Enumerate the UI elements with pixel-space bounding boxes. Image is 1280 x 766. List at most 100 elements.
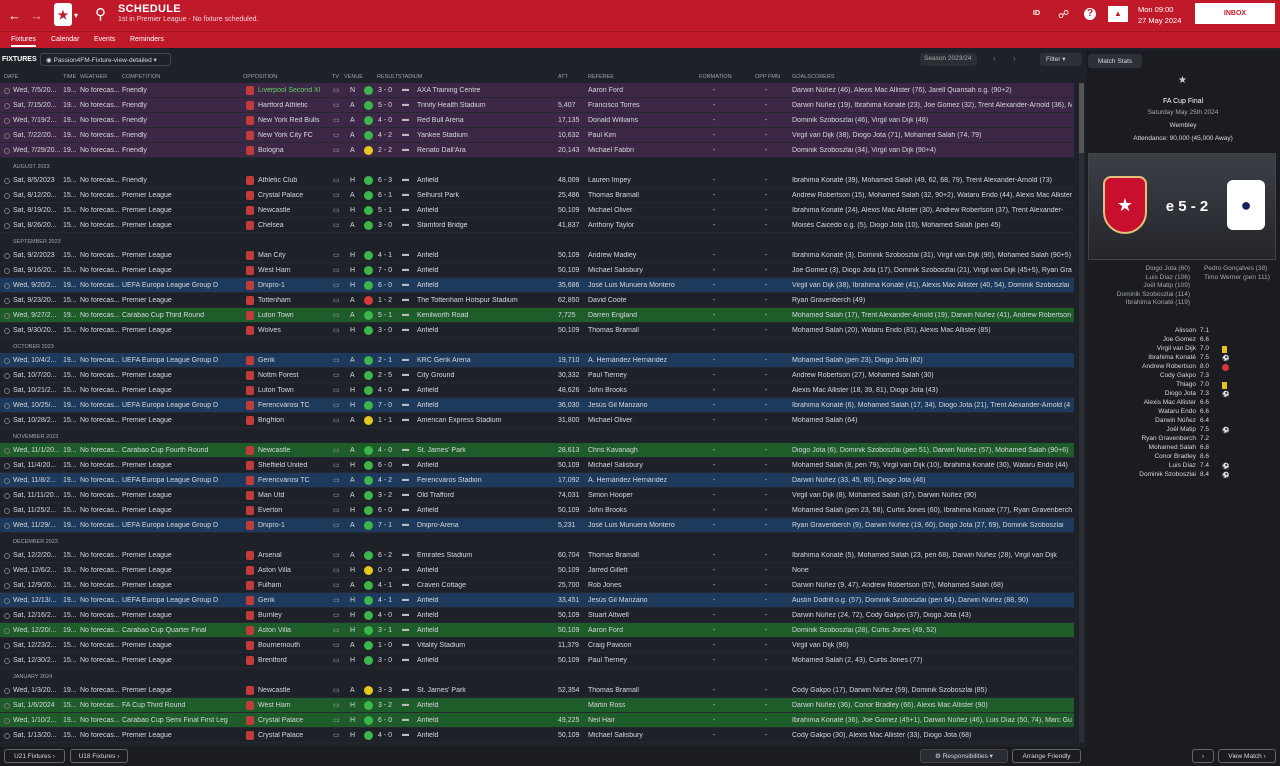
cell-opp[interactable]: Ferencvárosi TC [258, 477, 310, 484]
cell-st[interactable]: Trinity Health Stadium [417, 102, 486, 109]
cell-comp[interactable]: Premier League [122, 492, 172, 499]
cell-comp[interactable]: Premier League [122, 297, 172, 304]
cell-st[interactable]: Renato Dall'Ara [417, 147, 466, 154]
cell-comp[interactable]: Friendly [122, 87, 147, 94]
cell-comp[interactable]: Friendly [122, 147, 147, 154]
cell-comp[interactable]: Premier League [122, 222, 172, 229]
cell-st[interactable]: Anfield [417, 732, 439, 739]
row-status-icon[interactable] [4, 658, 10, 664]
cell-opp[interactable]: Aston Villa [258, 627, 291, 634]
cell-comp[interactable]: Friendly [122, 177, 147, 184]
player-rating-row[interactable]: Conor Bradley 8.6 [1086, 453, 1280, 462]
row-status-icon[interactable] [4, 223, 10, 229]
row-status-icon[interactable] [4, 118, 10, 124]
table-row[interactable]: ▭ ▬ Wed, 7/5/20... 19... No forecas... Friend… [0, 83, 1074, 98]
col-header[interactable]: FORMATION [699, 74, 732, 80]
cell-opp[interactable]: Newcastle [258, 447, 291, 454]
cell-st[interactable]: Ferencváros Stadion [417, 477, 482, 484]
cell-opp[interactable]: Luton Town [258, 312, 294, 319]
cell-opp[interactable]: Bournemouth [258, 642, 301, 649]
cell-opp[interactable]: Hartford Athletic [258, 102, 308, 109]
cell-comp[interactable]: Premier League [122, 687, 172, 694]
table-row[interactable]: ▭ ▬ Sat, 1/13/20... 15... No forecas... Premi… [0, 728, 1074, 743]
cell-st[interactable]: American Express Stadium [417, 417, 502, 424]
cell-opp[interactable]: Aston Villa [258, 567, 291, 574]
row-status-icon[interactable] [4, 628, 10, 634]
cell-opp[interactable]: Liverpool Second XI [258, 87, 321, 94]
cell-st[interactable]: Vitality Stadium [417, 642, 466, 649]
globe-icon[interactable]: ☍ [1058, 9, 1070, 21]
cell-comp[interactable]: Premier League [122, 642, 172, 649]
row-status-icon[interactable] [4, 583, 10, 589]
cell-st[interactable]: Yankee Stadium [417, 132, 468, 139]
col-header[interactable]: TIME [63, 74, 77, 80]
next-season-button[interactable]: › [1013, 54, 1016, 63]
table-row[interactable]: ▭ ▬ Sat, 7/15/20... 19... No forecas... Frien… [0, 98, 1074, 113]
forward-icon[interactable]: → [30, 8, 43, 23]
player-rating-row[interactable]: Thiago 7.0 [1086, 381, 1280, 390]
cell-opp[interactable]: Luton Town [258, 387, 294, 394]
cell-st[interactable]: Anfield [417, 387, 439, 394]
cell-comp[interactable]: Friendly [122, 132, 147, 139]
view-select[interactable]: ◉ Passion4FM-Fixture-view-detailed ▾ [40, 53, 171, 66]
row-status-icon[interactable] [4, 193, 10, 199]
cell-st[interactable]: St. James' Park [417, 687, 466, 694]
cell-st[interactable]: Red Bull Arena [417, 117, 464, 124]
row-status-icon[interactable] [4, 418, 10, 424]
player-rating-row[interactable]: Ibrahima Konaté 7.5 ⚽ [1086, 354, 1280, 363]
col-header[interactable]: REFEREE [588, 74, 614, 80]
table-row[interactable]: ▭ ▬ Sat, 1/6/2024 15... No forecas... FA Cup … [0, 698, 1074, 713]
cell-st[interactable]: Emirates Stadium [417, 552, 473, 559]
player-rating-row[interactable]: Joël Matip 7.5 ⚽ [1086, 426, 1280, 435]
table-row[interactable]: ▭ ▬ Sat, 8/5/2023 15... No forecas... Friendl… [0, 173, 1074, 188]
player-rating-row[interactable]: Cody Gakpo 7.3 [1086, 372, 1280, 381]
col-header[interactable]: OPP FMN [755, 74, 780, 80]
table-row[interactable]: ▭ ▬ Sat, 7/22/20... 19... No forecas... Frien… [0, 128, 1074, 143]
cell-opp[interactable]: West Ham [258, 267, 291, 274]
cell-st[interactable]: Craven Cottage [417, 582, 467, 589]
table-row[interactable]: ▭ ▬ Sat, 11/4/20... 15... No forecas... Premi… [0, 458, 1074, 473]
cell-opp[interactable]: Everton [258, 507, 283, 514]
date-display[interactable]: Mon 09:00 27 May 2024 [1138, 4, 1181, 26]
cell-opp[interactable]: Genk [258, 597, 275, 604]
cell-st[interactable]: City Ground [417, 372, 455, 379]
season-select[interactable]: Season 2023/24 [920, 53, 977, 66]
cell-opp[interactable]: Dnipro-1 [258, 522, 285, 529]
tab-events[interactable]: Events [94, 36, 116, 43]
player-rating-row[interactable]: Wataru Endo 6.6 [1086, 408, 1280, 417]
table-row[interactable]: ▭ ▬ Sat, 10/28/2... 15... No forecas... Premi… [0, 413, 1074, 428]
cell-comp[interactable]: Friendly [122, 117, 147, 124]
row-status-icon[interactable] [4, 613, 10, 619]
cell-st[interactable]: Anfield [417, 252, 439, 259]
row-status-icon[interactable] [4, 358, 10, 364]
cell-comp[interactable]: Premier League [122, 657, 172, 664]
table-row[interactable]: ▭ ▬ Wed, 1/3/20... 19... No forecas... Premie… [0, 683, 1074, 698]
row-status-icon[interactable] [4, 253, 10, 259]
match-stats-button[interactable]: Match Stats [1088, 54, 1142, 68]
cell-st[interactable]: Stamford Bridge [417, 222, 468, 229]
table-row[interactable]: ▭ ▬ Sat, 9/23/20... 15... No forecas... Premi… [0, 293, 1074, 308]
cell-opp[interactable]: Crystal Palace [258, 192, 304, 199]
cell-st[interactable]: Anfield [417, 282, 439, 289]
cell-opp[interactable]: Newcastle [258, 207, 291, 214]
player-rating-row[interactable]: Alisson 7.1 [1086, 327, 1280, 336]
club-crest[interactable]: ★ [54, 3, 72, 26]
row-status-icon[interactable] [4, 718, 10, 724]
cell-comp[interactable]: Premier League [122, 372, 172, 379]
language-label[interactable]: ID [1033, 10, 1040, 17]
table-row[interactable]: ▭ ▬ Sat, 8/12/20... 15... No forecas... Premi… [0, 188, 1074, 203]
table-row[interactable]: ▭ ▬ Sat, 10/7/20... 15... No forecas... Premi… [0, 368, 1074, 383]
row-status-icon[interactable] [4, 88, 10, 94]
cell-comp[interactable]: Carabao Cup Fourth Round [122, 447, 209, 454]
cell-comp[interactable]: Premier League [122, 327, 172, 334]
cell-comp[interactable]: Premier League [122, 267, 172, 274]
col-header[interactable]: TV [332, 74, 340, 80]
next-button[interactable]: › [1192, 749, 1214, 763]
cell-comp[interactable]: UEFA Europa League Group D [122, 477, 219, 484]
u18-fixtures-button[interactable]: U18 Fixtures › [70, 749, 128, 763]
col-header[interactable]: COMPETITION [122, 74, 161, 80]
cell-opp[interactable]: Man City [258, 252, 286, 259]
cell-opp[interactable]: Newcastle [258, 687, 291, 694]
row-status-icon[interactable] [4, 703, 10, 709]
table-row[interactable]: ▭ ▬ Wed, 11/29/... 19... No forecas... UEFA E… [0, 518, 1074, 533]
